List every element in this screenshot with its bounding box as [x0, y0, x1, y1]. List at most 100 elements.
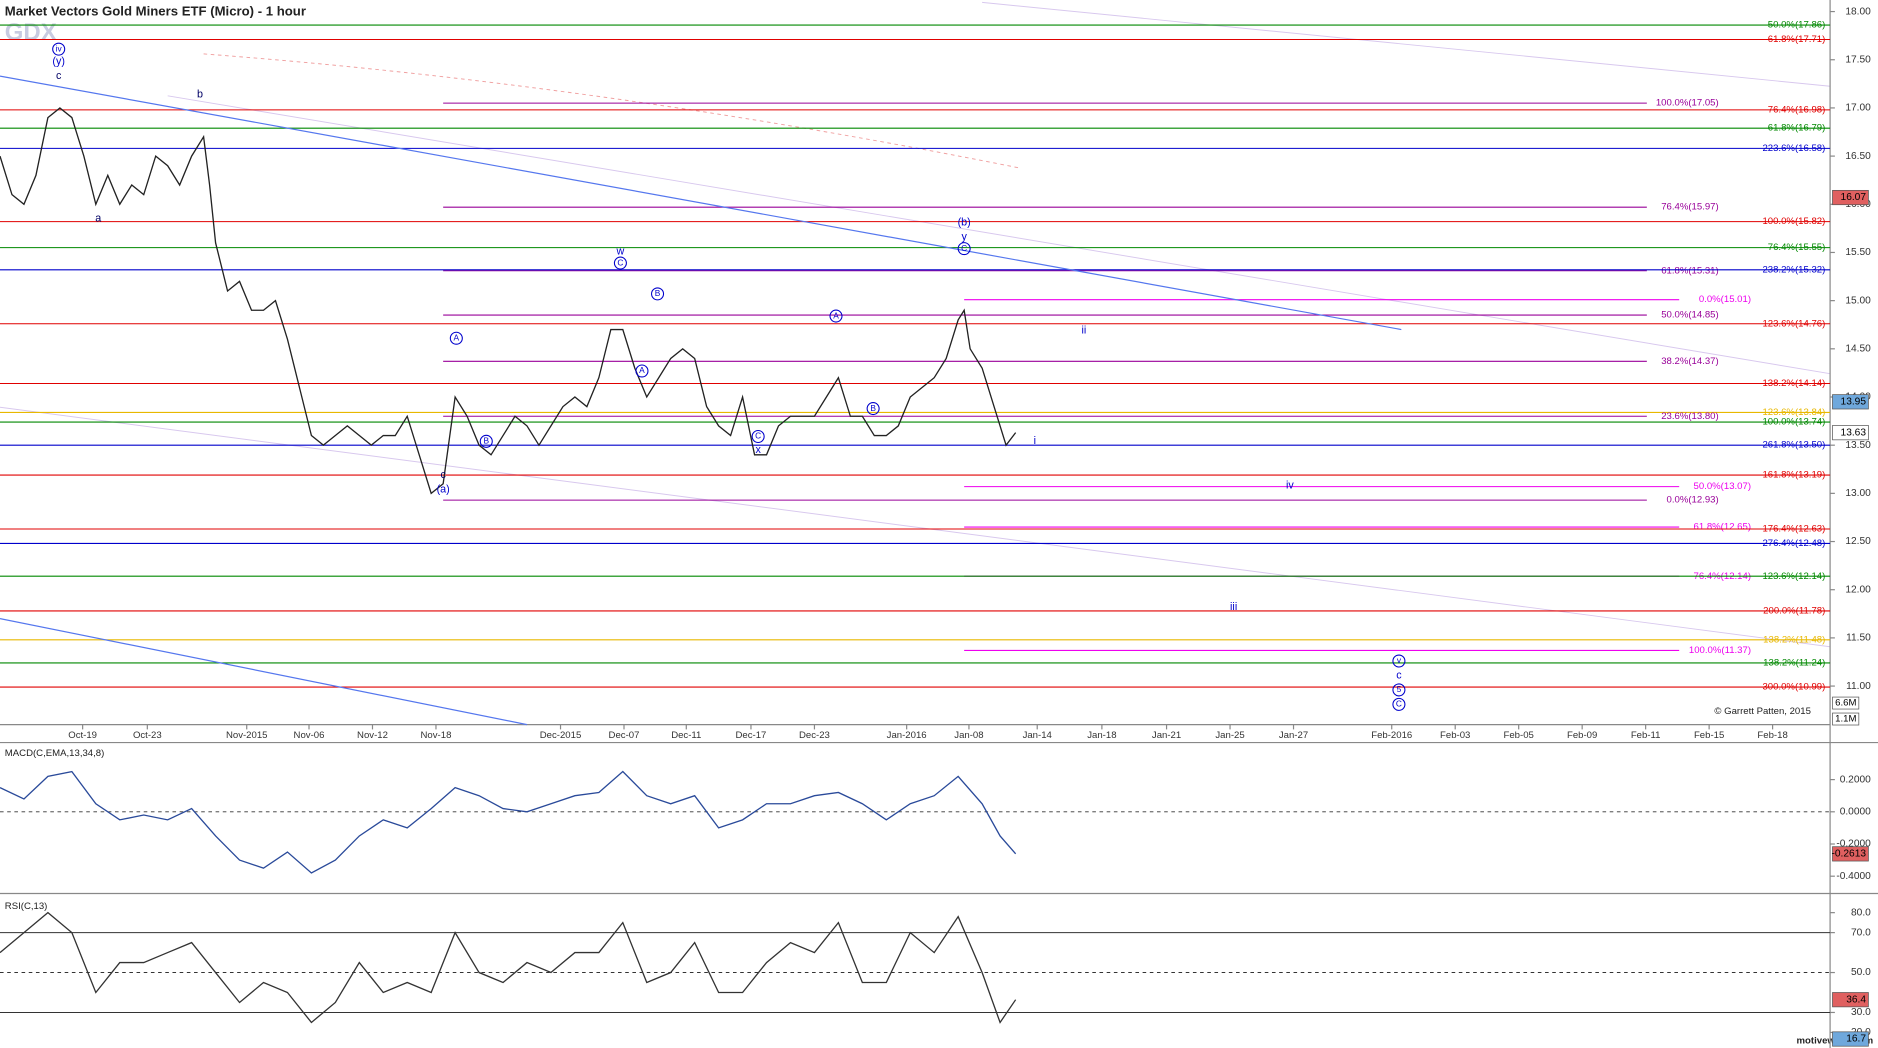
wave-label: w [616, 245, 625, 257]
fib-label: 38.2%(14.37) [1661, 356, 1719, 367]
x-tick-label: Feb-09 [1567, 730, 1597, 741]
wave-circle [651, 287, 665, 301]
wave-label: B [655, 288, 661, 298]
y-tick-label: 15.50 [1845, 247, 1871, 258]
y-tick-label: 30.0 [1851, 1007, 1871, 1018]
wave-label: x [755, 444, 761, 456]
panel-title: MACD(C,EMA,13,34,8) [5, 748, 105, 759]
x-tick-label: Feb-03 [1440, 730, 1470, 741]
fib-label: 123.6%(12.14) [1762, 571, 1825, 582]
wave-label: C [1396, 699, 1402, 709]
fib-label: 223.6%(16.58) [1762, 143, 1825, 154]
y-tick-label: 16.50 [1845, 151, 1871, 162]
y-tick-label: 11.50 [1846, 633, 1871, 644]
wave-circle [751, 429, 765, 444]
fib-label: 100.0%(13.74) [1762, 417, 1825, 428]
wave-label: C [961, 243, 967, 253]
fib-label: 23.6%(13.80) [1661, 411, 1719, 422]
wave-circle [1392, 697, 1406, 711]
fib-label: 100.0%(17.05) [1656, 98, 1719, 109]
fib-label: 238.2%(15.32) [1762, 264, 1825, 275]
wave-label: B [483, 436, 489, 446]
wave-circle [1392, 683, 1406, 697]
fib-label: 76.4%(15.97) [1661, 202, 1719, 213]
wave-label: v [1397, 655, 1402, 665]
x-tick-label: Jan-25 [1215, 730, 1244, 741]
fib-label: 138.2%(14.14) [1762, 378, 1825, 389]
y-tick-label: 14.50 [1845, 344, 1871, 355]
series-line [0, 107, 1017, 495]
y-tick-label: 17.50 [1845, 54, 1871, 65]
wave-circle [957, 242, 971, 256]
wave-label: ii [1082, 324, 1087, 336]
price-marker-label: 16.7 [1846, 1034, 1866, 1045]
x-tick-label: Feb-05 [1504, 730, 1534, 741]
x-tick-label: Jan-21 [1152, 730, 1181, 741]
x-tick-label: Nov-18 [421, 730, 452, 741]
price-marker-label: 13.63 [1841, 427, 1867, 438]
fib-label: 276.4%(12.48) [1762, 538, 1825, 549]
watermark: GDX [5, 19, 57, 46]
volume-tick-box [1832, 696, 1860, 710]
y-tick-label: 70.0 [1851, 927, 1871, 938]
x-tick-label: Feb-15 [1694, 730, 1724, 741]
price-marker-label: 13.95 [1841, 397, 1867, 408]
wave-label: B [870, 403, 876, 413]
wave-label: c [56, 70, 62, 82]
wave-label: b [197, 88, 203, 100]
wave-label: c [440, 469, 446, 481]
wave-circle [1392, 654, 1406, 668]
fib-label: 100.0%(11.37) [1689, 645, 1751, 656]
copyright: © Garrett Patten, 2015 [1714, 706, 1811, 717]
trend-line [0, 75, 1402, 331]
y-tick-label: 80.0 [1851, 907, 1871, 918]
y-tick-label: 18.00 [1845, 6, 1871, 17]
wave-label: c [1396, 669, 1402, 681]
x-tick-label: Nov-12 [357, 730, 388, 741]
wave-label: C [617, 257, 623, 267]
y-tick-label: 13.50 [1845, 440, 1871, 451]
volume-tick-box [1832, 712, 1860, 726]
wave-label: A [639, 365, 645, 375]
price-marker-label: 36.4 [1846, 994, 1866, 1005]
x-tick-label: Dec-17 [736, 730, 767, 741]
x-tick-label: Feb-11 [1631, 730, 1661, 741]
fib-label: 61.8%(15.31) [1661, 265, 1719, 276]
chart-title: Market Vectors Gold Miners ETF (Micro) -… [5, 3, 306, 18]
y-tick-label: -0.4000 [1836, 871, 1871, 882]
y-tick-label: 17.00 [1845, 103, 1871, 114]
fib-label: 138.2%(11.24) [1763, 657, 1825, 668]
wave-circle [449, 331, 463, 345]
wave-circle [829, 309, 843, 323]
volume-tick-label: 1.1M [1835, 714, 1856, 725]
wave-circle [866, 402, 880, 416]
fib-label: 61.8%(17.71) [1768, 34, 1826, 45]
fib-label: 76.4%(16.98) [1768, 104, 1826, 115]
y-tick-label: -0.2000 [1836, 839, 1871, 850]
fib-label: 50.0%(17.86) [1768, 20, 1826, 31]
fib-label: 261.8%(13.50) [1762, 440, 1825, 451]
price-marker [1832, 992, 1869, 1008]
wave-label: (b) [958, 216, 971, 228]
fib-label: 100.0%(15.82) [1762, 216, 1825, 227]
panel-title: RSI(C,13) [5, 901, 48, 912]
wave-label: A [454, 332, 460, 342]
y-tick-label: 12.50 [1845, 536, 1871, 547]
price-marker [1832, 846, 1869, 862]
price-marker [1832, 1031, 1869, 1047]
fib-label: 176.4%(12.63) [1762, 524, 1825, 535]
channel-line [982, 1, 1831, 87]
x-tick-label: Jan-08 [954, 730, 983, 741]
x-tick-label: Dec-07 [609, 730, 640, 741]
x-tick-label: Dec-11 [671, 730, 701, 741]
wave-label: C [755, 431, 761, 441]
wave-label: a [95, 213, 101, 225]
wave-label: 5 [1397, 684, 1402, 694]
projection-curve [203, 53, 1019, 169]
fib-label: 76.4%(15.55) [1768, 242, 1826, 253]
fib-label: 50.0%(13.07) [1694, 481, 1752, 492]
y-tick-label: 15.00 [1845, 295, 1871, 306]
